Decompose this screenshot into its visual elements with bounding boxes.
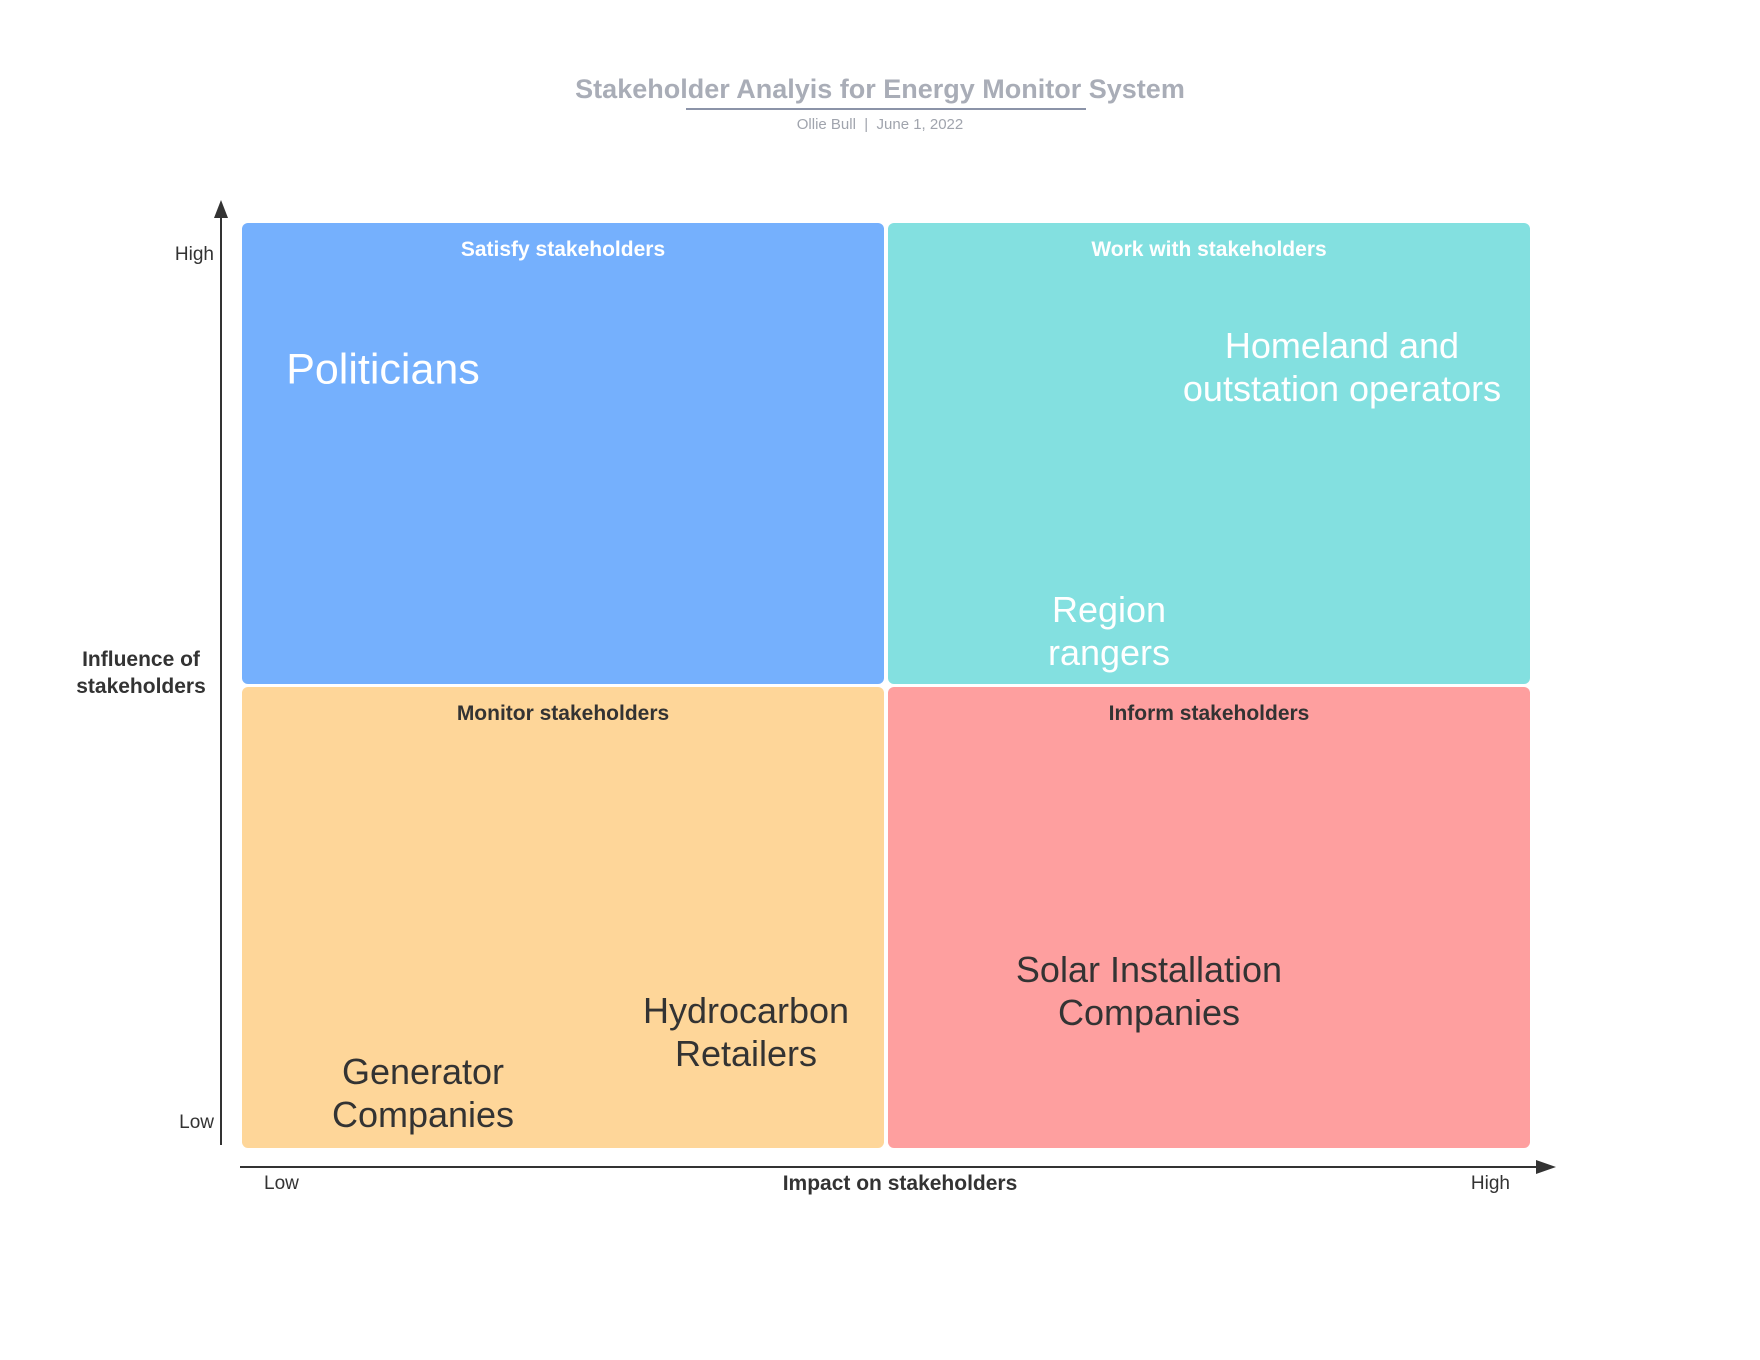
stakeholder-label-line: Solar Installation — [1015, 949, 1283, 990]
quadrant-title: Monitor stakeholders — [456, 702, 670, 725]
x-axis-arrow — [1536, 1160, 1556, 1174]
quadrant-title: Inform stakeholders — [1108, 702, 1310, 725]
stakeholder-label: Politicians — [286, 345, 480, 394]
stakeholder-label-line: Companies — [331, 1094, 515, 1135]
quadrant-title: Satisfy stakeholders — [460, 238, 666, 261]
x-axis-title: Impact on stakeholders — [782, 1172, 1018, 1195]
stakeholder-politicians[interactable]: Politicians — [286, 345, 480, 394]
stakeholder-label-line: Hydrocarbon — [642, 990, 850, 1031]
stakeholder-label-line: rangers — [1047, 632, 1171, 673]
stakeholder-solar-installation[interactable]: Solar Installation Companies — [1016, 948, 1282, 1034]
stakeholder-generator-companies[interactable]: Generator Companies — [332, 1050, 514, 1136]
stakeholder-label-line: Generator — [341, 1051, 505, 1092]
quadrant-inform[interactable]: Inform stakeholders — [888, 687, 1530, 1148]
y-axis-line — [220, 215, 222, 1145]
x-axis-line — [240, 1166, 1540, 1168]
quadrant-satisfy[interactable]: Satisfy stakeholders — [242, 223, 884, 684]
y-axis-title: Influence of stakeholders — [76, 648, 206, 698]
stakeholder-label-line: Retailers — [674, 1033, 818, 1074]
y-axis-arrow — [214, 200, 228, 218]
quadrant-monitor[interactable]: Monitor stakeholders — [242, 687, 884, 1148]
y-axis-low-label: Low — [179, 1112, 214, 1133]
stakeholder-homeland-operators[interactable]: Homeland and outstation operators — [1183, 324, 1501, 410]
page-title: Stakeholder Analyis for Energy Monitor S… — [575, 74, 1185, 104]
stakeholder-label-line: Region — [1051, 589, 1167, 630]
page-subtitle: Ollie Bull | June 1, 2022 — [796, 116, 964, 133]
stakeholder-label-line: Homeland and — [1224, 325, 1460, 366]
x-axis-high-label: High — [1470, 1173, 1510, 1194]
stakeholder-label-line: outstation operators — [1182, 368, 1502, 409]
stakeholder-label-line: Companies — [1057, 992, 1241, 1033]
stakeholder-hydrocarbon-retailers[interactable]: Hydrocarbon Retailers — [643, 989, 849, 1075]
stakeholder-region-rangers[interactable]: Region rangers — [1048, 588, 1170, 674]
y-axis-high-label: High — [174, 244, 214, 265]
quadrant-work-with[interactable]: Work with stakeholders — [888, 223, 1530, 684]
title-underline — [686, 108, 1086, 110]
quadrant-title: Work with stakeholders — [1091, 238, 1327, 261]
x-axis-low-label: Low — [264, 1173, 299, 1194]
